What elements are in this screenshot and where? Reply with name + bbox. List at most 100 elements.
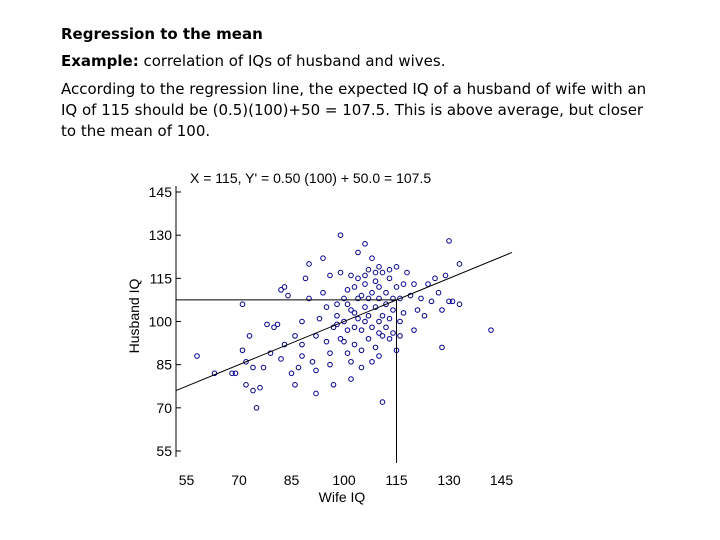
data-point [369, 324, 375, 331]
data-point [229, 370, 235, 377]
data-point [313, 333, 319, 339]
data-point [439, 307, 445, 313]
data-point [316, 315, 323, 322]
data-point [386, 335, 393, 342]
data-point [243, 382, 249, 388]
data-point [232, 370, 239, 377]
data-point [397, 295, 403, 302]
data-point [302, 275, 309, 282]
data-point [292, 333, 298, 339]
data-point [379, 399, 386, 405]
data-point [358, 327, 365, 333]
data-point [372, 269, 379, 276]
data-point [246, 333, 253, 339]
data-point [351, 310, 358, 316]
data-point [355, 295, 361, 302]
data-point [369, 255, 375, 261]
data-point [358, 292, 365, 299]
data-point [390, 307, 396, 313]
data-point [351, 284, 358, 290]
data-point [397, 318, 403, 325]
y-tick-label: 145 [149, 184, 173, 200]
data-point [257, 384, 263, 391]
data-point [299, 341, 305, 348]
data-point [334, 312, 340, 319]
data-point [288, 370, 295, 377]
data-point [376, 295, 382, 302]
y-axis-label: Husband IQ [126, 279, 142, 354]
data-point [250, 364, 256, 371]
data-point [365, 312, 372, 319]
data-point [351, 341, 358, 348]
data-point [299, 318, 305, 325]
slide-title: Regression to the mean [61, 25, 263, 43]
data-point [313, 367, 319, 374]
data-point [337, 335, 344, 342]
explanation-paragraph: According to the regression line, the ex… [61, 80, 647, 140]
regression-line [175, 251, 513, 392]
x-tick-label: 70 [231, 472, 247, 488]
data-point [386, 275, 393, 282]
y-tick-label: 130 [149, 227, 173, 243]
y-tick-label: 55 [156, 443, 172, 459]
data-point [365, 335, 372, 342]
data-point [358, 347, 365, 354]
data-point [323, 304, 330, 310]
data-point [362, 318, 368, 325]
data-point [418, 295, 424, 302]
data-point [442, 272, 449, 279]
data-point [341, 338, 347, 345]
data-point [327, 272, 333, 279]
data-point [376, 284, 382, 290]
data-point [379, 333, 386, 339]
data-point [421, 312, 428, 319]
data-point [355, 275, 361, 282]
data-point [351, 324, 358, 331]
data-point [411, 327, 417, 333]
y-tick-label: 115 [150, 270, 173, 286]
y-axis-ticks: 55 70 85 100 115 130 145 [149, 184, 181, 459]
data-point [365, 295, 372, 302]
data-point [383, 301, 389, 308]
data-point [383, 324, 389, 331]
data-point [446, 238, 452, 244]
data-point [365, 266, 372, 273]
x-tick-label: 145 [490, 472, 514, 488]
data-point [320, 289, 326, 296]
data-point [393, 284, 400, 290]
data-point [327, 350, 333, 356]
x-tick-label: 100 [332, 472, 356, 488]
data-point [348, 307, 354, 313]
data-point [355, 315, 361, 322]
x-tick-label: 85 [284, 472, 300, 488]
data-point [337, 232, 344, 238]
data-point [404, 269, 410, 276]
x-tick-label: 130 [437, 472, 461, 488]
data-point [278, 287, 284, 293]
data-point [400, 281, 407, 287]
data-point [376, 318, 382, 325]
data-point [456, 261, 463, 267]
data-point [285, 292, 291, 299]
data-point [358, 364, 365, 371]
y-tick-label: 70 [156, 400, 172, 416]
data-point [239, 301, 246, 308]
data-point [341, 295, 347, 302]
data-point [446, 298, 452, 305]
data-point [379, 269, 386, 276]
data-point [239, 347, 246, 354]
data-point [344, 301, 351, 308]
data-point [376, 330, 382, 336]
example-line: Example: correlation of IQs of husband a… [61, 51, 445, 72]
data-point [341, 318, 347, 325]
data-point [306, 261, 312, 267]
data-point [344, 327, 351, 333]
data-point [334, 321, 340, 328]
data-point [376, 353, 382, 359]
x-tick-label: 115 [385, 472, 408, 488]
data-point [299, 353, 305, 359]
data-point [271, 324, 277, 331]
data-point [390, 295, 396, 302]
data-point [390, 330, 396, 336]
